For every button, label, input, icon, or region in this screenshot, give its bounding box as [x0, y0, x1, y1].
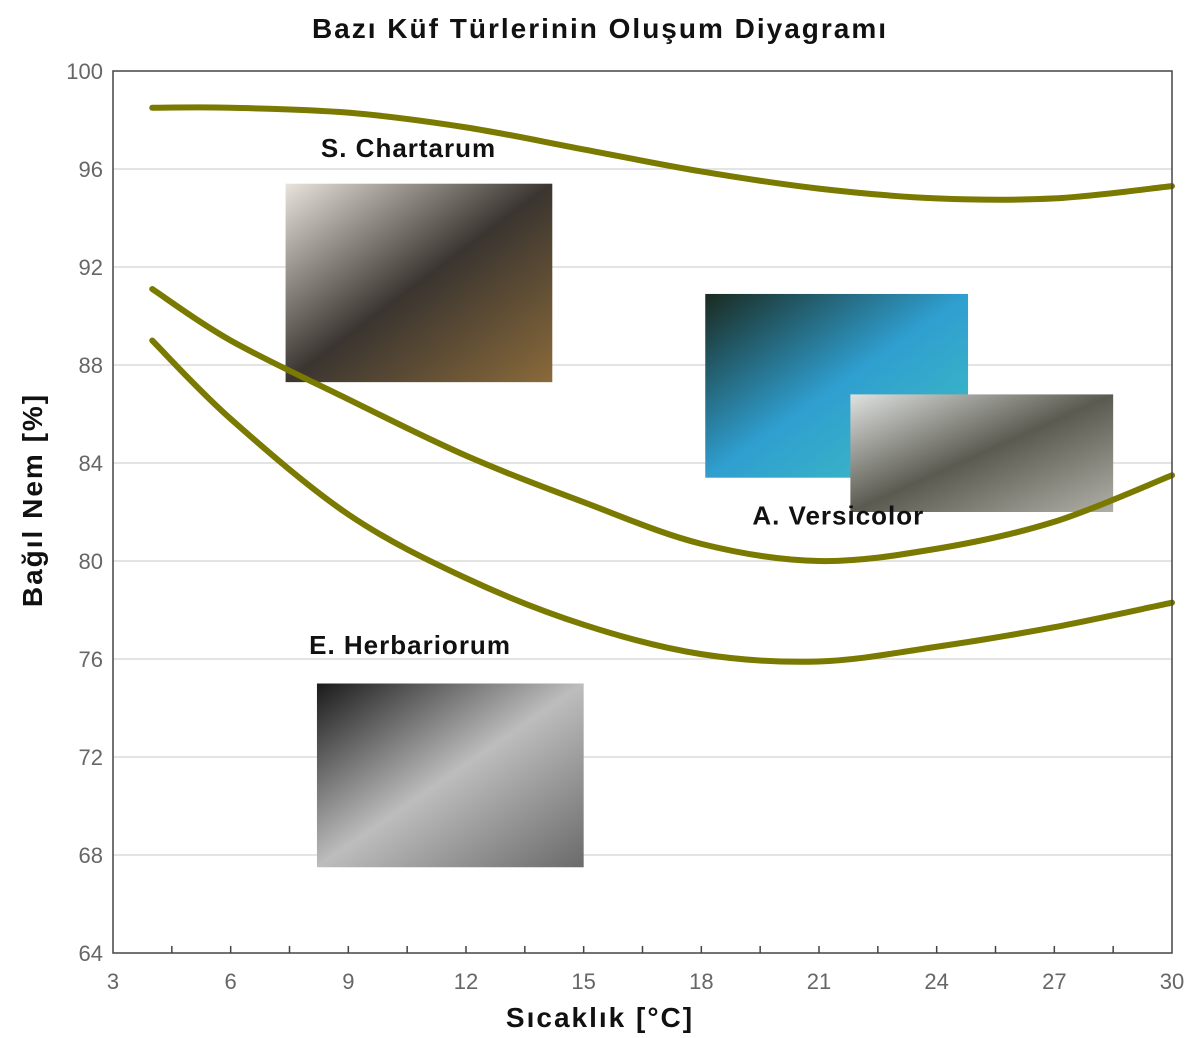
series-line-2: [149, 286, 1175, 565]
annotation-label: S. Chartarum: [321, 133, 496, 163]
y-tick-label: 88: [79, 353, 103, 378]
x-tick-label: 24: [924, 969, 948, 994]
y-tick-label: 92: [79, 255, 103, 280]
series-line-1: [149, 104, 1175, 203]
x-tick-label: 30: [1160, 969, 1184, 994]
y-tick-label: 80: [79, 549, 103, 574]
x-tick-label: 3: [107, 969, 119, 994]
x-tick-label: 15: [571, 969, 595, 994]
y-tick-label: 64: [79, 941, 103, 966]
x-tick-label: 9: [342, 969, 354, 994]
y-tick-label: 100: [66, 59, 103, 84]
s-chartarum-photo: [285, 183, 553, 383]
chart-title: Bazı Küf Türlerinin Oluşum Diyagramı: [312, 13, 888, 44]
y-tick-label: 96: [79, 157, 103, 182]
annotation-label: A. Versicolor: [752, 500, 924, 530]
y-tick-label: 76: [79, 647, 103, 672]
y-tick-label: 68: [79, 843, 103, 868]
x-tick-label: 27: [1042, 969, 1066, 994]
x-tick-label: 21: [807, 969, 831, 994]
x-tick-label: 12: [454, 969, 478, 994]
y-axis-label: Bağıl Nem [%]: [17, 393, 48, 607]
annotation-label: E. Herbariorum: [309, 630, 511, 660]
a-versicolor-wall-photo: [850, 394, 1114, 512]
series-line-3: [149, 337, 1175, 665]
x-tick-label: 6: [225, 969, 237, 994]
y-tick-label: 72: [79, 745, 103, 770]
e-herbariorum-microscope-photo: [316, 683, 584, 868]
x-axis-label: Sıcaklık [°C]: [506, 1002, 694, 1033]
y-tick-label: 84: [79, 451, 103, 476]
x-tick-label: 18: [689, 969, 713, 994]
